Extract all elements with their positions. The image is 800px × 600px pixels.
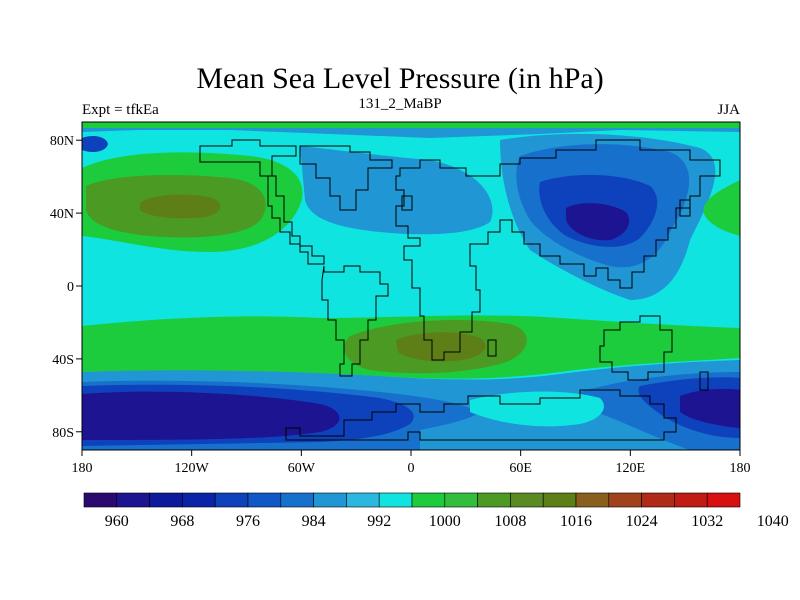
colorbar-label: 968 (170, 513, 194, 530)
colorbar-label: 960 (105, 513, 129, 530)
north-green-strip (82, 122, 740, 128)
map-title: Mean Sea Level Pressure (in hPa) (196, 62, 604, 95)
south-subtropic-brown (396, 332, 486, 362)
colorbar-swatch (542, 492, 577, 508)
colorbar-label: 1008 (494, 513, 526, 530)
colorbar-label: 976 (236, 513, 260, 530)
coastline-eurasia-africa (395, 139, 721, 361)
colorbar-swatch (83, 492, 118, 508)
coastline-south-america (321, 265, 389, 377)
lat-tick-label: 0 (67, 280, 74, 295)
colorbar-swatch (510, 492, 544, 508)
run-label: 131_2_MaBP (358, 96, 442, 112)
colorbar-label: 992 (367, 513, 391, 530)
arctic-spot (82, 136, 108, 152)
lat-tick-label: 80S (52, 426, 74, 441)
lat-tick-label: 40S (52, 353, 74, 368)
south-deep-west (82, 391, 340, 440)
lat-tick-label: 40N (50, 207, 74, 222)
coastline-north-america (199, 139, 325, 265)
coastline-greenland (299, 145, 393, 211)
colorbar-swatch (247, 492, 282, 508)
coastline-uk (401, 195, 413, 211)
pacific-high-brown (140, 194, 221, 219)
pressure-field (82, 122, 740, 450)
lon-tick-label: 60W (288, 461, 316, 476)
colorbar-swatch (674, 492, 708, 508)
antarctic-cyan-pocket (470, 391, 604, 427)
east-edge-green (703, 180, 740, 236)
coastline-antarctica (285, 389, 677, 441)
lon-tick-label: 0 (408, 461, 415, 476)
colorbar-swatch (608, 492, 642, 508)
asian-low-deep (566, 203, 630, 241)
colorbar-swatch (214, 492, 249, 508)
colorbar-label: 1032 (691, 513, 723, 530)
latitude-axis: 80N 40N 0 40S 80S (50, 134, 82, 441)
colorbar-swatch (378, 492, 413, 508)
lon-tick-label: 120E (616, 461, 646, 476)
colorbar-swatch (346, 492, 380, 508)
lon-tick-label: 180 (72, 461, 93, 476)
lon-tick-label: 120W (175, 461, 210, 476)
colorbar-label: 1040 (757, 513, 789, 530)
south-deep-east (680, 388, 740, 428)
colorbar-swatch (706, 492, 741, 508)
colorbar-swatch (641, 492, 675, 508)
coastlines (199, 139, 721, 441)
season-label: JJA (717, 102, 740, 118)
lon-tick-label: 180 (730, 461, 751, 476)
colorbar-swatch (411, 492, 446, 508)
colorbar-swatch (149, 492, 183, 508)
longitude-axis: 180 120W 60W 0 60E 120E 180 (72, 450, 751, 476)
colorbar-swatch (116, 492, 150, 508)
lat-tick-label: 80N (50, 134, 74, 149)
colorbar-swatch (280, 492, 314, 508)
colorbar-swatch (182, 492, 216, 508)
colorbar-label: 984 (302, 513, 326, 530)
colorbar-label: 1024 (626, 513, 658, 530)
lon-tick-label: 60E (509, 461, 532, 476)
coastline-japan (679, 199, 691, 217)
colorbar-swatch (313, 492, 347, 508)
colorbar-swatch (575, 492, 610, 508)
experiment-label: Expt = tfkEa (82, 102, 159, 118)
coastline-australia (599, 315, 673, 381)
colorbar: 960 968 976 984 992 1000 1008 1016 1024 1032 1040 (83, 492, 789, 530)
colorbar-label: 1016 (560, 513, 592, 530)
coastline-madagascar (487, 339, 497, 357)
colorbar-swatch (477, 492, 511, 508)
colorbar-label: 1000 (429, 513, 461, 530)
coastline-new-zealand (699, 371, 709, 391)
colorbar-swatch (444, 492, 478, 508)
